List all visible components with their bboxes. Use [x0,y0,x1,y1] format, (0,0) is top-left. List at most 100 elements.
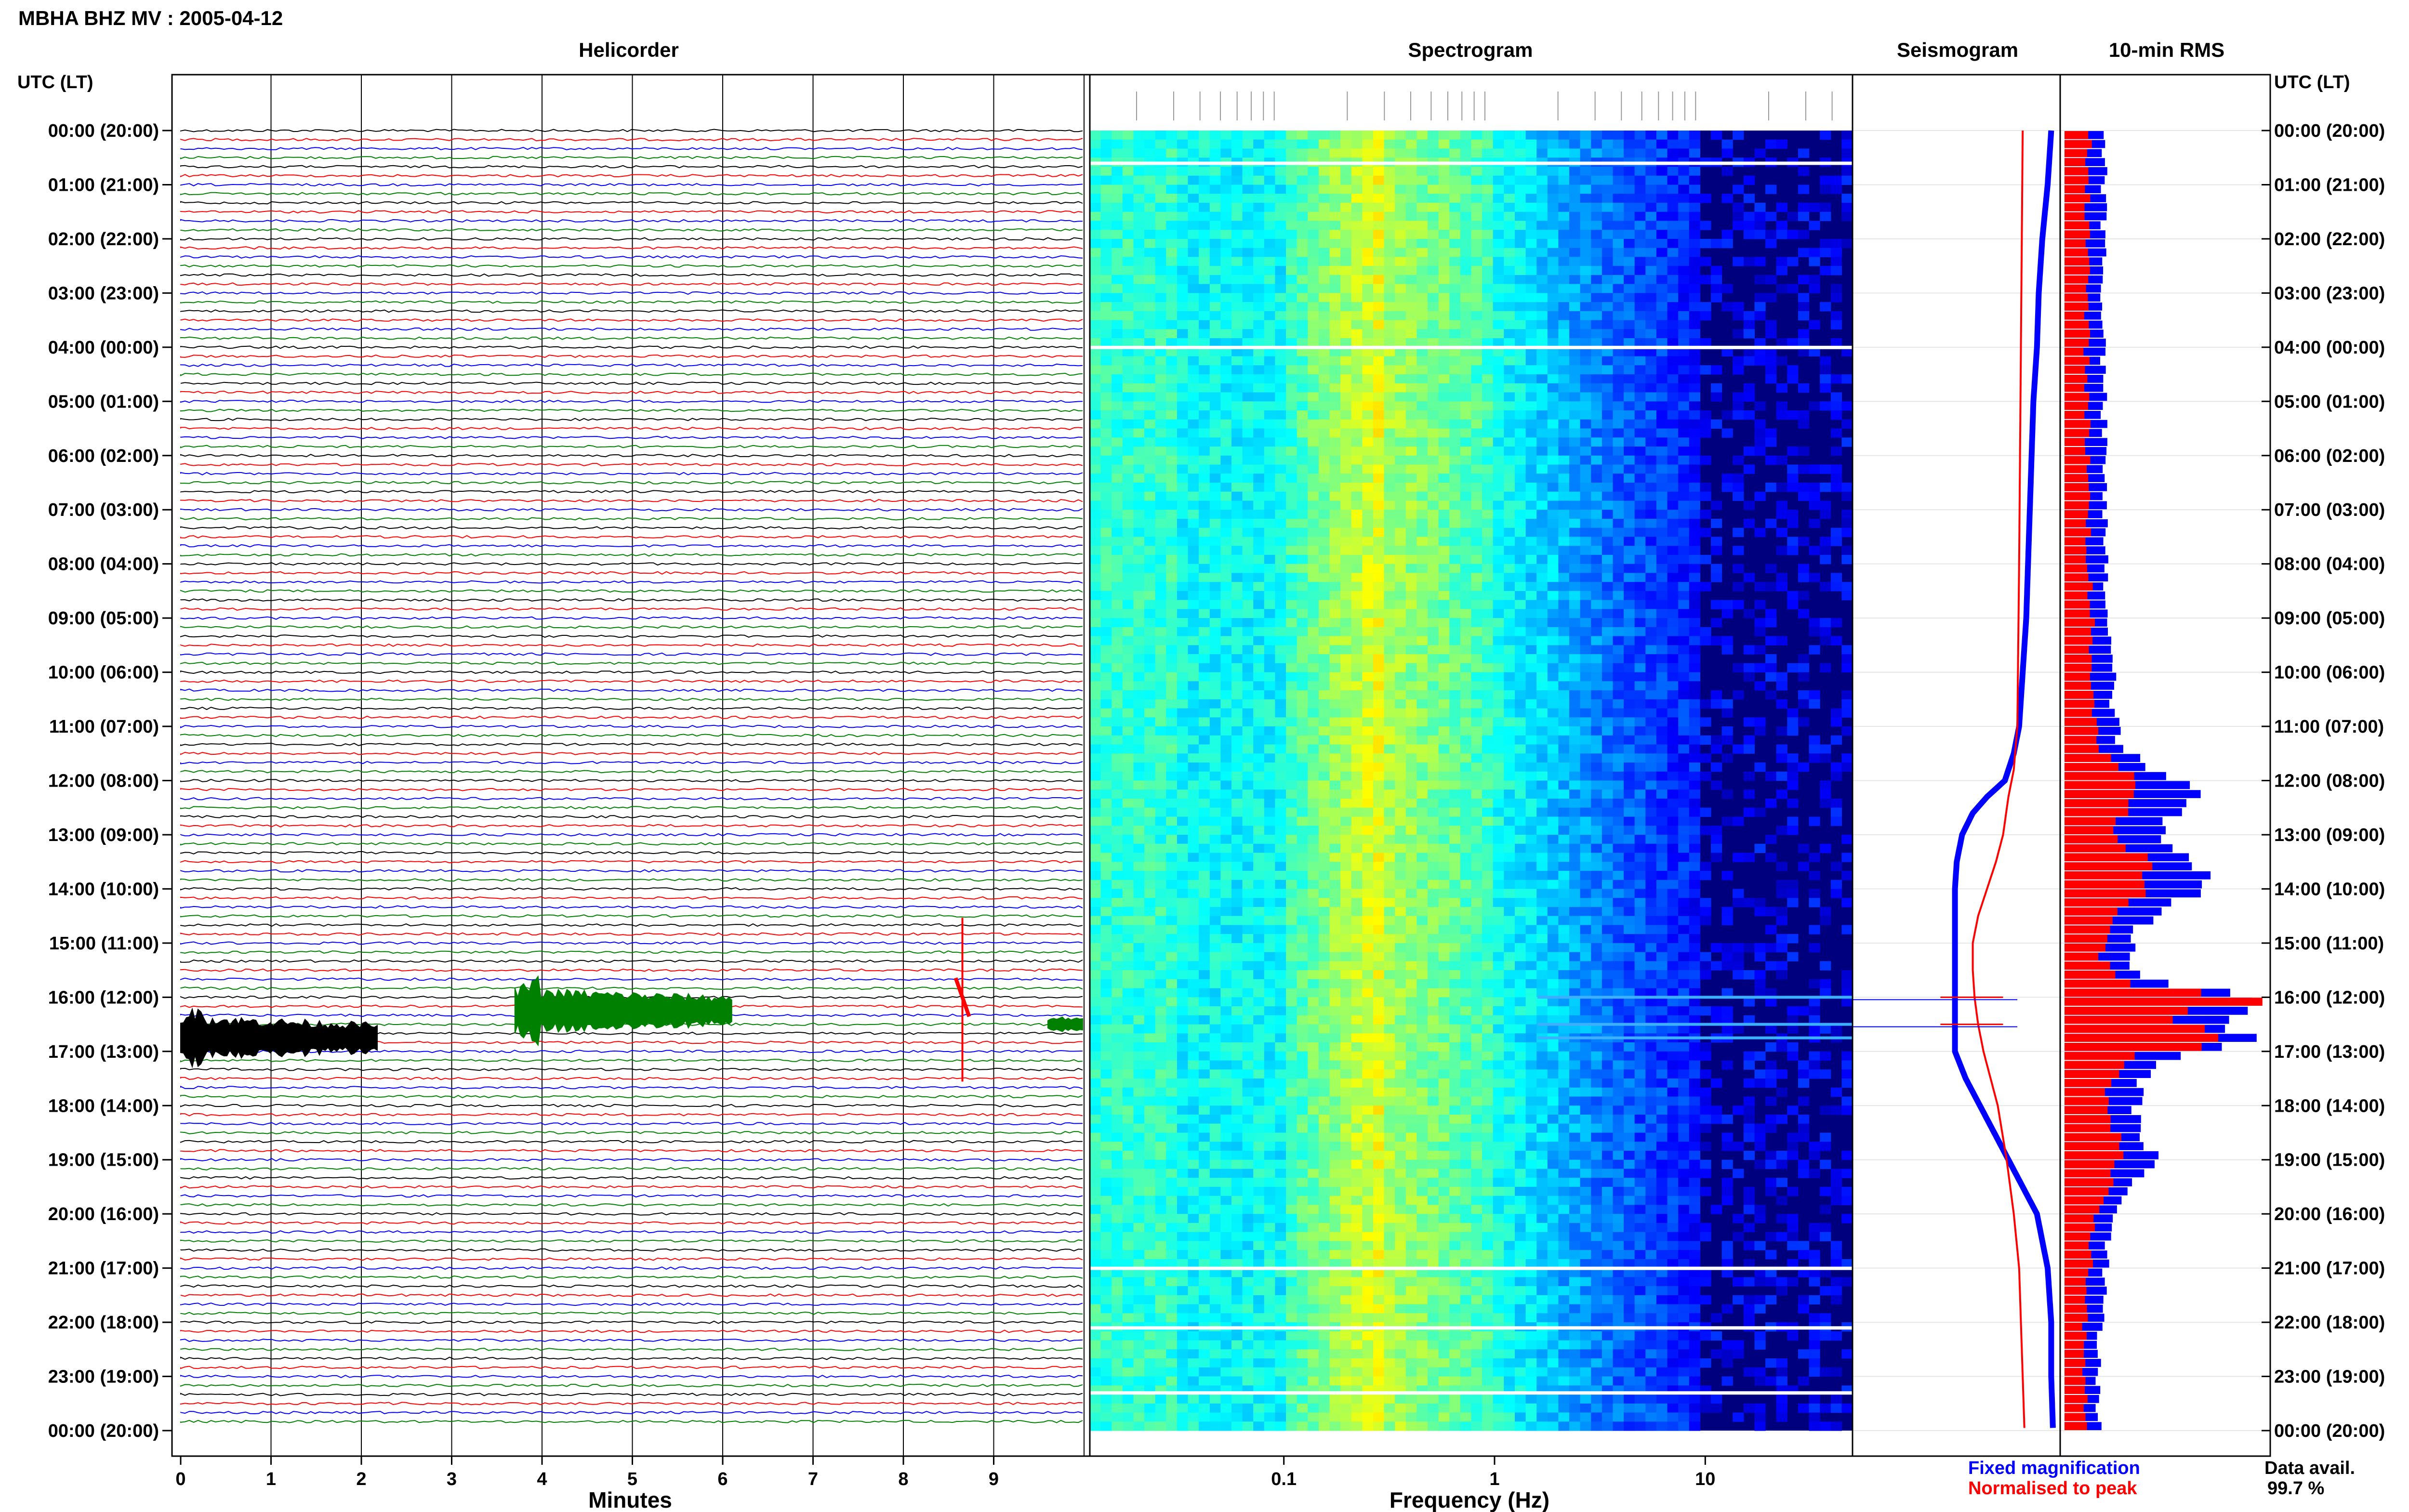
spectrogram-cell [1112,564,1123,573]
spectrogram-cell [1199,564,1210,573]
spectrogram-cell [1286,311,1297,321]
spectrogram-cell [1275,338,1286,348]
spectrogram-cell [1231,1105,1243,1115]
spectrogram-cell [1416,1096,1428,1106]
spectrogram-cell [1209,1178,1221,1187]
spectrogram-cell [1351,1412,1363,1422]
spectrogram-cell [1166,175,1178,185]
spectrogram-cell [1308,1033,1319,1043]
spectrogram-cell [1253,591,1265,601]
spectrogram-cell [1090,202,1101,212]
spectrogram-cell [1264,961,1275,971]
spectrogram-cell [1362,807,1374,817]
spectrogram-cell [1318,1313,1330,1323]
spectrogram-cell [1340,392,1352,402]
spectrogram-cell [1384,618,1395,628]
spectrogram-cell [1133,257,1145,266]
spectrogram-cell [1112,202,1123,212]
spectrogram-cell [1329,1123,1341,1133]
spectrogram-cell [1112,807,1123,817]
spectrogram-cell [1329,266,1341,276]
spectrogram-cell [1405,1358,1417,1368]
spectrogram-cell [1297,202,1308,212]
spectrogram-cell [1122,1006,1134,1016]
spectrogram-cell [1405,862,1417,871]
spectrogram-cell [1177,600,1189,609]
spectrogram-cell [1351,1223,1363,1233]
spectrogram-cell [1090,717,1101,727]
spectrogram-cell [1286,374,1297,384]
spectrogram-cell [1395,374,1406,384]
spectrogram-cell [1297,1376,1308,1386]
spectrogram-cell [1100,1096,1112,1106]
spectrogram-cell [1112,275,1123,285]
spectrogram-cell [1329,717,1341,727]
spectrogram-cell [1177,1421,1189,1431]
spectrogram-cell [1351,943,1363,953]
spectrogram-cell [1297,916,1308,925]
spectrogram-cell [1351,356,1363,366]
spectrogram-cell [1340,997,1352,1007]
spectrogram-cell [1318,600,1330,609]
spectrogram-cell [1144,726,1156,736]
spectrogram-cell [1166,1087,1178,1097]
spectrogram-cell [1231,202,1243,212]
spectrogram-cell [1100,1403,1112,1413]
spectrogram-cell [1155,952,1166,961]
spectrogram-cell [1362,1241,1374,1250]
spectrogram-cell [1144,961,1156,971]
spectrogram-cell [1100,636,1112,645]
spectrogram-cell [1318,1241,1330,1250]
spectrogram-cell [1242,816,1254,826]
spectrogram-cell [1253,1151,1265,1160]
spectrogram-cell [1122,1412,1134,1422]
spectrogram-cell [1362,1313,1374,1323]
spectrogram-cell [1188,473,1199,483]
spectrogram-cell [1405,194,1417,203]
spectrogram-cell [1133,835,1145,844]
spectrogram-cell [1122,780,1134,790]
spectrogram-cell [1340,1205,1352,1214]
spectrogram-cell [1264,1286,1275,1296]
spectrogram-cell [1340,1159,1352,1169]
spectrogram-cell [1438,257,1450,266]
spectrogram-cell [1122,916,1134,925]
spectrogram-cell [1199,600,1210,609]
spectrogram-cell [1449,410,1461,420]
spectrogram-cell [1351,880,1363,889]
spectrogram-cell [1395,491,1406,501]
helicorder-trace [180,1094,1083,1099]
spectrogram-cell [1318,1060,1330,1070]
spectrogram-cell [1166,447,1178,456]
spectrogram-cell [1112,347,1123,357]
spectrogram-cell [1188,1178,1199,1187]
spectrogram-cell [1177,329,1189,339]
spectrogram-cell [1275,835,1286,844]
spectrogram-cell [1297,1006,1308,1016]
spectrogram-cell [1416,699,1428,709]
spectrogram-cell [1308,591,1319,601]
spectrogram-cell [1340,1060,1352,1070]
spectrogram-cell [1100,970,1112,980]
spectrogram-cell [1449,320,1461,329]
spectrogram-cell [1264,410,1275,420]
spectrogram-cell [1177,1132,1189,1142]
spectrogram-cell [1122,1250,1134,1260]
spectrogram-cell [1231,1331,1243,1341]
helicorder-trace [180,1176,1083,1180]
spectrogram-cell [1133,284,1145,293]
spectrogram-cell [1231,681,1243,691]
spectrogram-cell [1144,1105,1156,1115]
spectrogram-cell [1438,789,1450,799]
spectrogram-cell [1438,1421,1450,1431]
spectrogram-cell [1416,238,1428,249]
spectrogram-cell [1090,600,1101,609]
spectrogram-cell [1100,907,1112,917]
spectrogram-cell [1297,1196,1308,1205]
spectrogram-cell [1329,148,1341,158]
spectrogram-cell [1242,618,1254,628]
spectrogram-cell [1144,1349,1156,1359]
spectrogram-cell [1395,889,1406,898]
spectrogram-cell [1209,1313,1221,1323]
spectrogram-cell [1112,284,1123,293]
